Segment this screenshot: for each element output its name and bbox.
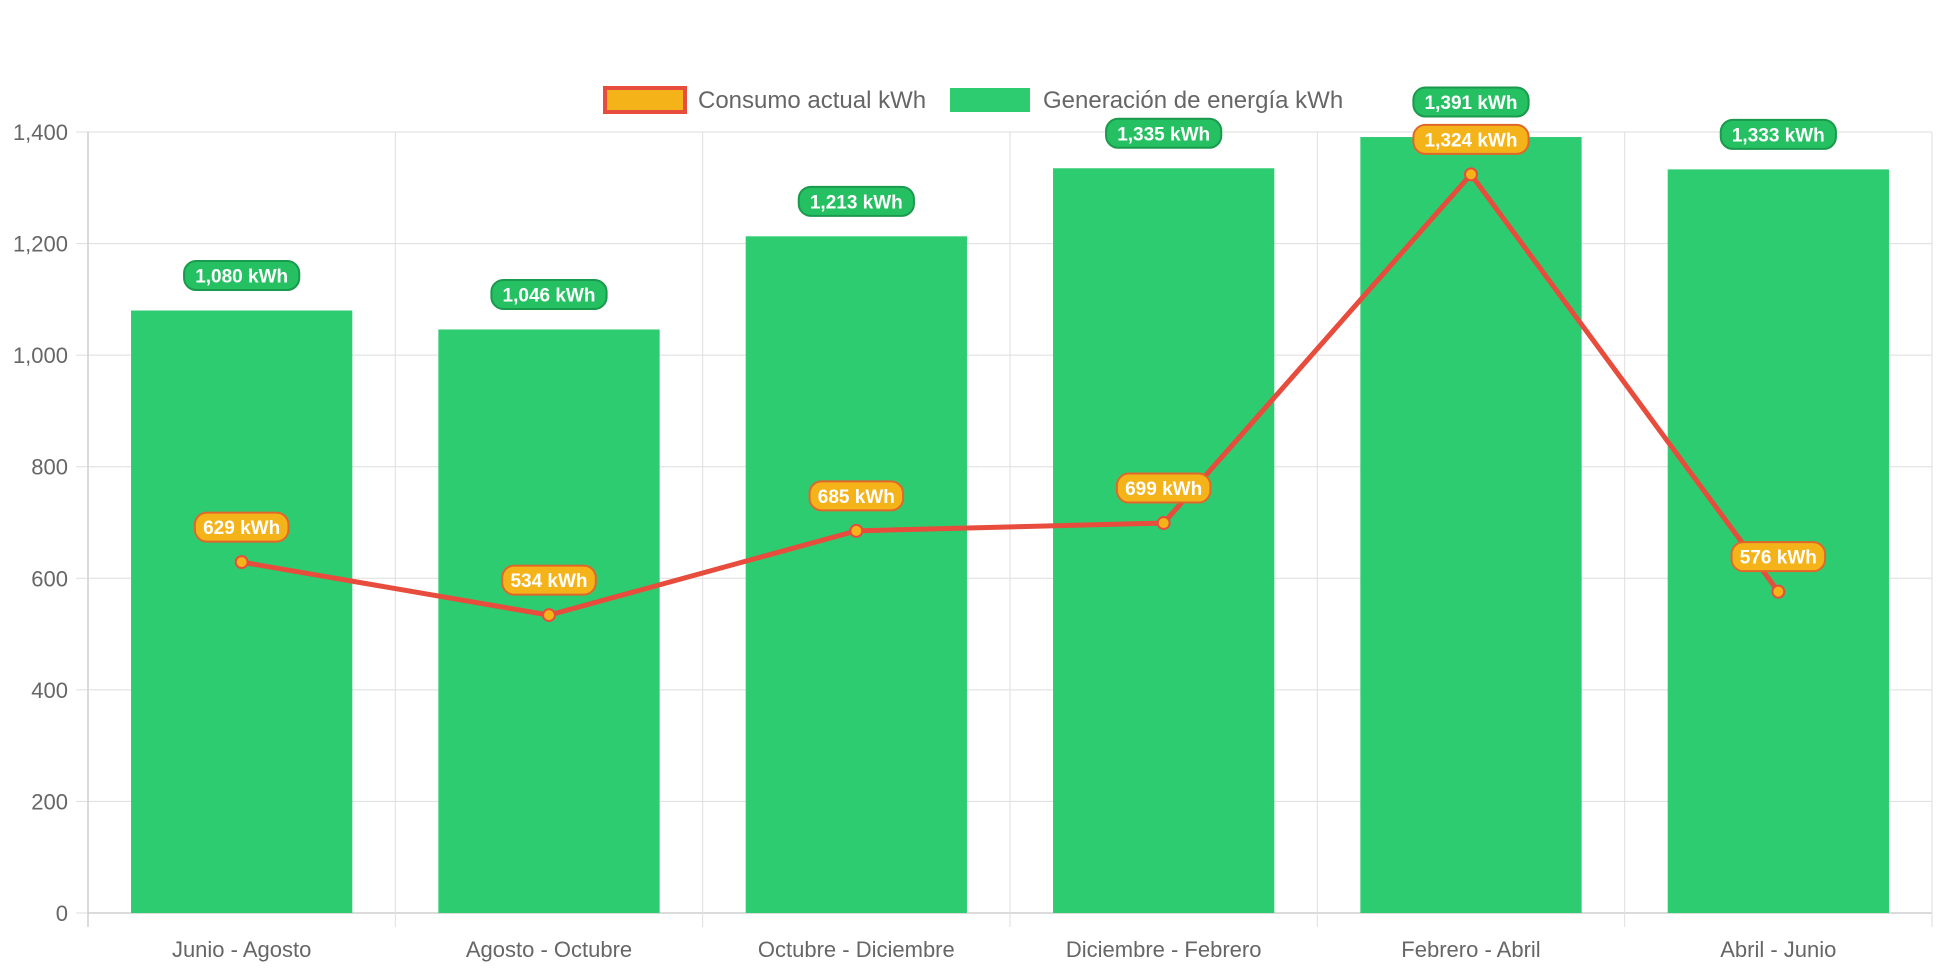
legend-item-consumo[interactable]: Consumo actual kWh (603, 86, 926, 114)
legend[interactable]: Consumo actual kWh Generación de energía … (603, 86, 1343, 114)
line-data-label-bg (193, 511, 290, 543)
line-consumo (239, 171, 1781, 618)
y-tick-label: 1,200 (13, 232, 68, 257)
legend-label-generacion: Generación de energía kWh (1043, 87, 1343, 114)
line-data-label: 685 kWh (808, 480, 905, 512)
bar-generacion[interactable] (1360, 137, 1582, 913)
legend-item-generacion[interactable]: Generación de energía kWh (950, 87, 1343, 114)
line-data-label: 629 kWh (193, 511, 290, 543)
x-tick-label: Febrero - Abril (1401, 937, 1540, 962)
bar-data-label-text: 1,213 kWh (810, 192, 903, 213)
y-tick-label: 200 (31, 789, 68, 814)
line-data-label-bg (1730, 541, 1827, 573)
x-tick-label: Abril - Junio (1720, 937, 1836, 962)
y-tick-label: 600 (31, 566, 68, 591)
bar-data-label-text: 1,080 kWh (195, 267, 288, 288)
x-tick-label: Diciembre - Febrero (1066, 937, 1262, 962)
point-consumo[interactable] (1771, 584, 1786, 599)
line-layer (234, 167, 1786, 623)
y-tick-label: 800 (31, 455, 68, 480)
bar-generacion[interactable] (745, 236, 967, 914)
bar-data-label-bg (1412, 86, 1530, 118)
bar-generacion[interactable] (1053, 168, 1275, 913)
legend-label-consumo: Consumo actual kWh (698, 87, 926, 114)
line-data-label-bg (808, 480, 905, 512)
point-consumo[interactable] (1156, 516, 1171, 531)
x-tick-label: Octubre - Diciembre (758, 937, 955, 962)
line-data-label: 699 kWh (1115, 472, 1212, 504)
line-data-label-text: 576 kWh (1740, 548, 1817, 569)
x-tick-label: Junio - Agosto (172, 937, 311, 962)
line-data-label-bg (1412, 123, 1530, 155)
grid-layer (76, 131, 1933, 927)
bar-data-label-bg (1719, 118, 1837, 150)
bar-data-label-text: 1,335 kWh (1117, 124, 1210, 145)
line-data-label-bg (1115, 472, 1212, 504)
bar-data-label-text: 1,046 kWh (503, 285, 596, 306)
line-data-label-text: 685 kWh (818, 487, 895, 508)
point-consumo[interactable] (234, 555, 249, 570)
bar-data-label: 1,046 kWh (490, 278, 608, 310)
bar-data-label-text: 1,333 kWh (1732, 125, 1825, 146)
bar-generacion[interactable] (131, 310, 353, 913)
y-tick-label: 0 (56, 901, 68, 926)
x-tick-label: Agosto - Octubre (466, 937, 632, 962)
line-data-label-text: 534 kWh (510, 571, 587, 592)
bar-data-label-bg (797, 185, 915, 217)
line-data-label: 576 kWh (1730, 541, 1827, 573)
bar-data-label-bg (183, 260, 301, 292)
legend-swatch-generacion (950, 88, 1030, 112)
point-consumo[interactable] (849, 523, 864, 538)
y-tick-label: 1,400 (13, 120, 68, 145)
bar-data-label-bg (1105, 117, 1223, 149)
data-label-layer: 1,080 kWh 1,046 kWh 1,213 kWh 1,335 kWh 1,39… (183, 86, 1837, 596)
point-consumo[interactable] (1464, 167, 1478, 182)
line-data-label-text: 629 kWh (203, 518, 280, 539)
line-data-label-text: 699 kWh (1125, 479, 1202, 500)
bar-layer (131, 137, 1889, 914)
line-data-label-text: 1,324 kWh (1425, 130, 1518, 151)
legend-swatch-consumo (603, 86, 687, 114)
point-consumo[interactable] (542, 608, 556, 623)
line-data-label: 1,324 kWh (1412, 123, 1530, 155)
y-tick-label: 1,000 (13, 343, 68, 368)
y-tick-label: 400 (31, 678, 68, 703)
line-data-label: 534 kWh (501, 564, 597, 596)
axis-layer: 0 200 400 600 800 1,000 1,200 1,400 Junio - Agos… (13, 120, 1836, 962)
bar-data-label: 1,391 kWh (1412, 86, 1530, 118)
line-data-label-bg (501, 564, 597, 596)
bar-data-label-bg (490, 278, 608, 310)
bar-data-label: 1,213 kWh (797, 185, 915, 217)
bar-data-label: 1,080 kWh (183, 260, 301, 292)
bar-data-label: 1,335 kWh (1105, 117, 1223, 149)
bar-data-label-text: 1,391 kWh (1425, 93, 1518, 114)
bar-data-label: 1,333 kWh (1719, 118, 1837, 150)
